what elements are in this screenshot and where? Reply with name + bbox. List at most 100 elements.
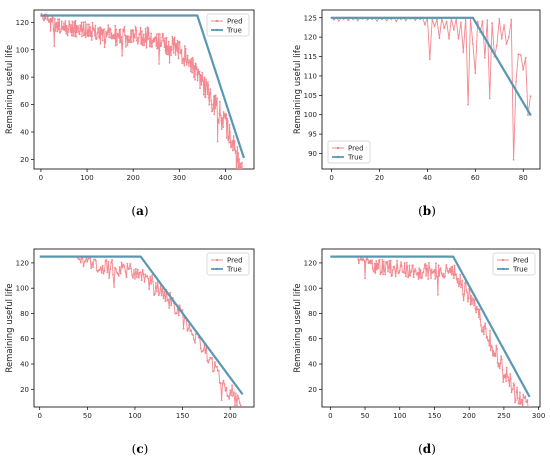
pred-point bbox=[154, 37, 157, 40]
pred-point bbox=[135, 29, 138, 32]
pred-series-line bbox=[40, 13, 243, 169]
chart-panel-a: 0 100 200 300 400 20 40 60 80 100 120 Remaining use… bbox=[5, 9, 255, 218]
pred-point bbox=[107, 260, 110, 263]
pred-point bbox=[518, 402, 521, 405]
y-tick-label: 120 bbox=[304, 34, 317, 42]
pred-point bbox=[174, 44, 177, 47]
plot-frame bbox=[33, 248, 255, 408]
pred-point bbox=[482, 333, 485, 336]
pred-point bbox=[120, 41, 123, 44]
true-point bbox=[368, 16, 371, 19]
pred-point bbox=[191, 56, 194, 59]
pred-point bbox=[414, 269, 417, 272]
pred-point bbox=[76, 28, 79, 30]
pred-point bbox=[112, 37, 114, 40]
true-point bbox=[395, 16, 398, 19]
true-point bbox=[373, 16, 376, 19]
pred-point bbox=[238, 402, 241, 404]
pred-point bbox=[165, 36, 168, 39]
pred-point bbox=[188, 61, 191, 64]
pred-point bbox=[60, 28, 63, 31]
pred-point bbox=[115, 40, 118, 42]
pred-point bbox=[80, 30, 82, 32]
pred-point bbox=[198, 70, 201, 73]
pred-point bbox=[62, 25, 64, 28]
pred-point bbox=[92, 27, 95, 29]
pred-point bbox=[503, 24, 505, 26]
pred-point bbox=[388, 260, 391, 262]
pred-point bbox=[455, 18, 458, 21]
pred-point bbox=[92, 266, 94, 269]
pred-point bbox=[236, 404, 238, 407]
pred-point bbox=[184, 58, 187, 61]
pred-point bbox=[224, 117, 227, 120]
pred-point bbox=[505, 366, 508, 369]
pred-point bbox=[380, 271, 383, 273]
pred-point bbox=[183, 64, 186, 67]
pred-point bbox=[66, 27, 69, 29]
pred-point bbox=[179, 50, 182, 53]
true-point bbox=[510, 81, 513, 84]
pred-point bbox=[90, 39, 93, 41]
pred-point bbox=[519, 54, 522, 56]
pred-point bbox=[381, 259, 384, 261]
y-tick-label: 100 bbox=[16, 46, 29, 54]
pred-point bbox=[65, 24, 68, 27]
pred-point bbox=[502, 381, 505, 383]
pred-point bbox=[71, 20, 74, 23]
y-tick-label: 80 bbox=[308, 310, 317, 318]
pred-point bbox=[412, 276, 415, 278]
pred-point bbox=[64, 28, 66, 31]
true-point bbox=[359, 16, 362, 19]
pred-point bbox=[60, 20, 63, 23]
pred-point bbox=[170, 46, 173, 48]
true-point bbox=[512, 85, 515, 88]
pred-point bbox=[463, 293, 466, 296]
pred-point bbox=[407, 276, 409, 279]
pred-point bbox=[229, 389, 232, 392]
true-point bbox=[469, 16, 472, 19]
pred-point bbox=[141, 44, 144, 47]
pred-point bbox=[86, 23, 88, 26]
pred-point bbox=[371, 267, 374, 270]
pred-point bbox=[192, 59, 195, 61]
pred-point bbox=[110, 261, 112, 264]
pred-point bbox=[165, 53, 168, 56]
x-tick-label: 0 bbox=[39, 174, 43, 182]
pred-point bbox=[466, 291, 468, 294]
pred-point bbox=[139, 26, 142, 29]
pred-point bbox=[472, 298, 475, 300]
pred-point bbox=[114, 44, 117, 47]
y-tick-label: 80 bbox=[20, 310, 29, 318]
pred-point bbox=[516, 386, 518, 389]
y-tick-label: 20 bbox=[20, 156, 29, 164]
pred-point bbox=[147, 32, 150, 34]
pred-point bbox=[136, 42, 139, 45]
pred-point bbox=[177, 51, 179, 54]
pred-point bbox=[145, 39, 148, 42]
pred-point bbox=[225, 114, 228, 116]
pred-point bbox=[182, 60, 184, 62]
pred-point bbox=[87, 29, 89, 32]
pred-point bbox=[59, 30, 62, 33]
pred-point bbox=[484, 327, 487, 330]
pred-point bbox=[116, 271, 118, 274]
pred-point bbox=[408, 264, 411, 267]
x-tick-label: 0 bbox=[328, 412, 332, 420]
pred-point bbox=[122, 263, 125, 266]
true-point bbox=[517, 93, 520, 96]
pred-point bbox=[481, 20, 484, 23]
pred-point bbox=[98, 37, 101, 40]
pred-point bbox=[52, 28, 55, 31]
pred-point bbox=[192, 334, 194, 337]
pred-point bbox=[187, 58, 189, 61]
pred-point bbox=[464, 282, 466, 285]
pred-point bbox=[445, 264, 448, 266]
pred-point bbox=[496, 361, 499, 364]
pred-point bbox=[369, 259, 372, 262]
pred-point bbox=[79, 25, 82, 28]
pred-point bbox=[469, 303, 472, 306]
pred-point bbox=[232, 395, 234, 397]
legend-true-label: True bbox=[512, 266, 528, 274]
